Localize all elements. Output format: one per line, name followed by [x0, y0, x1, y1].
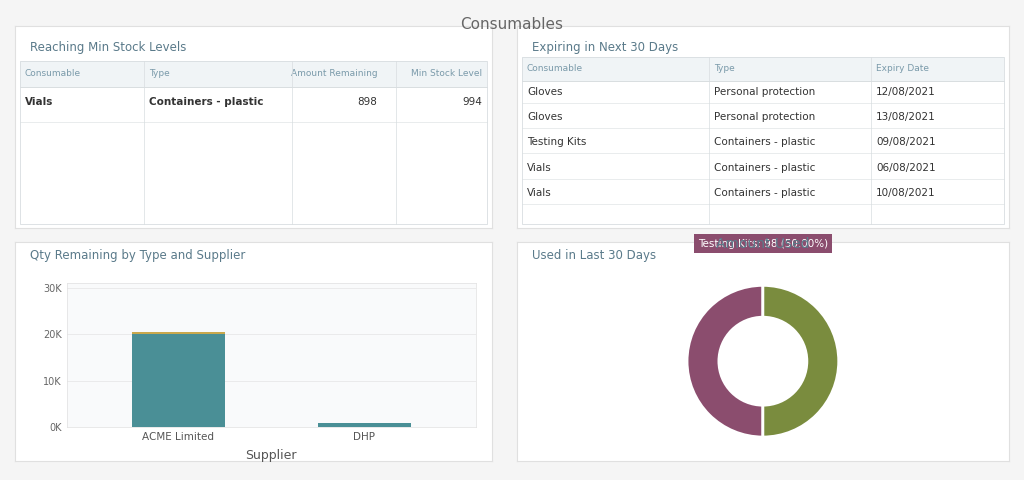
Text: Amount Remaining: Amount Remaining [291, 69, 377, 78]
Text: Personal protection: Personal protection [714, 112, 815, 122]
Text: Vials: Vials [527, 188, 552, 198]
Text: 12/08/2021: 12/08/2021 [876, 87, 936, 97]
X-axis label: Supplier: Supplier [246, 449, 297, 462]
Text: 09/08/2021: 09/08/2021 [876, 137, 936, 147]
Text: Vials: Vials [25, 97, 53, 107]
Text: Gloves: Gloves [527, 112, 562, 122]
Text: Vials: Vials [527, 163, 552, 172]
Text: Type: Type [148, 69, 169, 78]
Text: Gloves: Gloves [527, 87, 562, 97]
Text: Testing Kits: 98 (50.00%): Testing Kits: 98 (50.00%) [697, 239, 828, 249]
Text: 994: 994 [462, 97, 482, 107]
Text: Min Stock Level: Min Stock Level [411, 69, 482, 78]
Text: Personal protection: Personal protection [714, 87, 815, 97]
Text: Expiring in Next 30 Days: Expiring in Next 30 Days [531, 40, 678, 53]
Text: 13/08/2021: 13/08/2021 [876, 112, 936, 122]
Text: 06/08/2021: 06/08/2021 [876, 163, 936, 172]
Text: Containers - plastic: Containers - plastic [148, 97, 263, 107]
Bar [522, 57, 1004, 224]
Text: Testing Kits: Testing Kits [527, 137, 587, 147]
Wedge shape [763, 285, 839, 437]
Text: Containers - plastic: Containers - plastic [714, 188, 815, 198]
Text: Qty Remaining by Type and Supplier: Qty Remaining by Type and Supplier [30, 249, 245, 262]
Title: Amount Used: Amount Used [716, 237, 810, 251]
Bar [20, 60, 486, 87]
Text: Expiry Date: Expiry Date [876, 64, 929, 73]
Bar [317, 422, 411, 427]
Text: Reaching Min Stock Levels: Reaching Min Stock Levels [30, 40, 186, 53]
Text: Consumable: Consumable [25, 69, 81, 78]
Text: Containers - plastic: Containers - plastic [714, 163, 815, 172]
Text: 898: 898 [357, 97, 377, 107]
Text: Type: Type [714, 64, 734, 73]
Text: Used in Last 30 Days: Used in Last 30 Days [531, 249, 656, 262]
Wedge shape [687, 285, 763, 437]
Text: Containers - plastic: Containers - plastic [714, 137, 815, 147]
Bar [20, 60, 486, 224]
Text: 10/08/2021: 10/08/2021 [876, 188, 936, 198]
Bar [132, 332, 225, 334]
Bar [522, 57, 1004, 81]
Text: Consumable: Consumable [527, 64, 583, 73]
Text: Consumables: Consumables [461, 17, 563, 32]
Bar [132, 334, 225, 427]
